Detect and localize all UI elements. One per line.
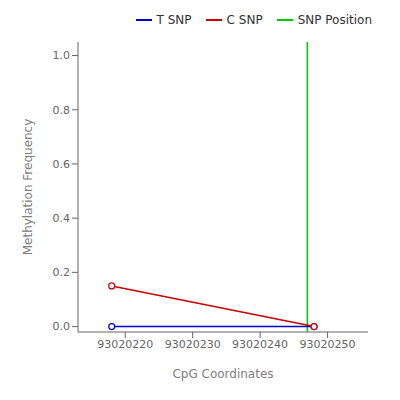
svg-text:0.6: 0.6 bbox=[53, 158, 71, 171]
svg-text:93020220: 93020220 bbox=[97, 338, 153, 351]
svg-text:93020230: 93020230 bbox=[165, 338, 221, 351]
svg-text:0.0: 0.0 bbox=[53, 320, 71, 333]
html-text:SNP Position: SNP Position bbox=[297, 13, 372, 27]
html-text:T SNP: T SNP bbox=[156, 13, 192, 27]
svg-text:0.4: 0.4 bbox=[53, 212, 71, 225]
svg-text:0.8: 0.8 bbox=[53, 104, 71, 117]
svg-text:CpG Coordinates: CpG Coordinates bbox=[172, 367, 273, 381]
svg-text:1.0: 1.0 bbox=[53, 49, 71, 62]
svg-text:0.2: 0.2 bbox=[53, 266, 71, 279]
svg-text:Methylation Frequency: Methylation Frequency bbox=[21, 119, 35, 256]
svg-text:93020240: 93020240 bbox=[232, 338, 288, 351]
html-text:C SNP: C SNP bbox=[226, 13, 263, 27]
svg-text:93020250: 93020250 bbox=[300, 338, 356, 351]
